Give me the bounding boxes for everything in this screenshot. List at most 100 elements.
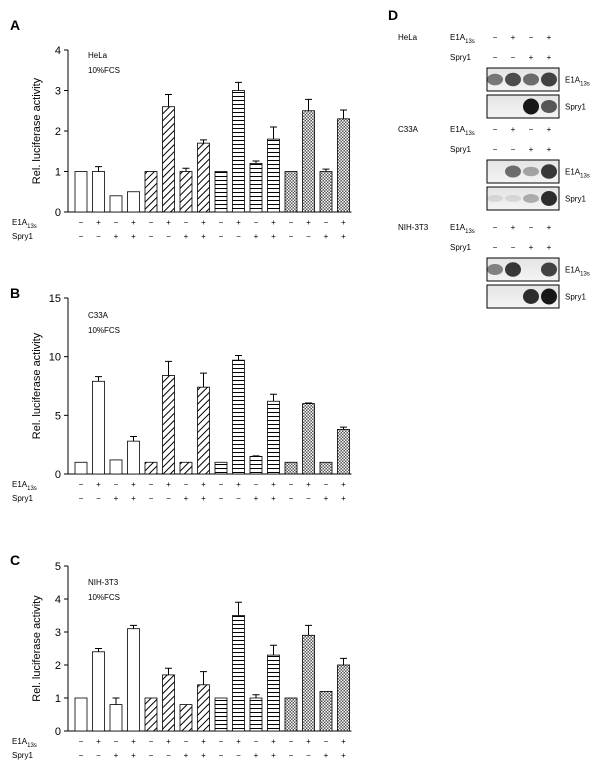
row-label: Spry1 bbox=[565, 103, 586, 112]
sign: + bbox=[306, 737, 311, 746]
bar bbox=[179, 704, 193, 732]
sign: − bbox=[493, 243, 498, 252]
sign: + bbox=[511, 33, 516, 42]
error-bar bbox=[270, 393, 277, 402]
row-label: E1A13s bbox=[12, 218, 37, 230]
sign: − bbox=[149, 218, 154, 227]
sign: + bbox=[547, 125, 552, 134]
error-bar bbox=[270, 126, 277, 140]
sign: − bbox=[289, 737, 294, 746]
row-label: Spry1 bbox=[565, 293, 586, 302]
row-label: Spry1 bbox=[450, 145, 471, 154]
annotation: 10%FCS bbox=[88, 593, 120, 602]
sign: − bbox=[149, 751, 154, 760]
sign: + bbox=[341, 480, 346, 489]
bar bbox=[179, 461, 193, 475]
bar bbox=[197, 386, 210, 475]
error-bar bbox=[200, 139, 207, 144]
sign: + bbox=[236, 218, 241, 227]
label-text: E1A bbox=[565, 76, 581, 85]
y-tick-label: 5 bbox=[55, 410, 61, 422]
error-bar bbox=[130, 624, 137, 629]
y-tick-label: 2 bbox=[55, 660, 61, 672]
sign: + bbox=[96, 737, 101, 746]
bar bbox=[92, 651, 105, 732]
error-bar bbox=[340, 426, 347, 430]
blot-band bbox=[505, 262, 521, 277]
annotation: NIH-3T3 bbox=[88, 578, 119, 587]
row-label: E1A13s bbox=[565, 76, 590, 88]
label-subscript: 13s bbox=[27, 743, 37, 749]
sign: + bbox=[271, 218, 276, 227]
bar bbox=[74, 461, 88, 475]
error-bar bbox=[305, 98, 312, 111]
row-label: Spry1 bbox=[565, 195, 586, 204]
panel-label: D bbox=[388, 7, 398, 23]
blot-strip bbox=[486, 159, 560, 184]
sign: + bbox=[511, 223, 516, 232]
label-text: E1A bbox=[12, 737, 28, 746]
sign: − bbox=[254, 480, 259, 489]
bar bbox=[232, 615, 245, 732]
bar bbox=[284, 171, 298, 213]
error-bar bbox=[340, 109, 347, 119]
sign: + bbox=[547, 145, 552, 154]
blot-band bbox=[505, 72, 521, 87]
sign: − bbox=[529, 223, 534, 232]
row-label: Spry1 bbox=[12, 232, 33, 241]
label-text: E1A bbox=[565, 168, 581, 177]
y-tick-label: 10 bbox=[49, 352, 61, 364]
sign: − bbox=[166, 232, 171, 241]
sign: + bbox=[201, 494, 206, 503]
bar bbox=[74, 697, 88, 732]
row-label: Spry1 bbox=[12, 751, 33, 760]
sign: + bbox=[341, 232, 346, 241]
sign: − bbox=[114, 218, 119, 227]
bar bbox=[144, 697, 158, 732]
sign: − bbox=[219, 480, 224, 489]
row-label: E1A13s bbox=[12, 737, 37, 749]
sign: + bbox=[131, 737, 136, 746]
sign: − bbox=[96, 494, 101, 503]
sign: − bbox=[79, 737, 84, 746]
error-bar bbox=[182, 167, 190, 172]
sign: − bbox=[289, 494, 294, 503]
bar bbox=[162, 674, 175, 732]
sign: + bbox=[166, 218, 171, 227]
error-bar bbox=[252, 160, 260, 164]
y-tick-label: 4 bbox=[55, 45, 61, 57]
label-text: Spry1 bbox=[12, 232, 33, 241]
sign: − bbox=[184, 480, 189, 489]
error-bar bbox=[95, 376, 102, 382]
sign: − bbox=[236, 232, 241, 241]
error-bar bbox=[252, 455, 260, 457]
sign: + bbox=[236, 480, 241, 489]
bar bbox=[179, 171, 193, 213]
y-tick-label: 0 bbox=[55, 207, 61, 219]
y-tick-label: 3 bbox=[55, 627, 61, 639]
error-bar bbox=[130, 435, 137, 442]
blot-band bbox=[523, 73, 539, 86]
bar bbox=[214, 171, 228, 213]
y-tick-label: 4 bbox=[55, 594, 61, 606]
blot-band bbox=[505, 195, 521, 202]
blot-band bbox=[523, 166, 539, 177]
sign: − bbox=[289, 232, 294, 241]
sign: − bbox=[219, 494, 224, 503]
sign: + bbox=[324, 751, 329, 760]
bar bbox=[302, 403, 315, 475]
y-tick-label: 2 bbox=[55, 126, 61, 138]
sign: + bbox=[201, 480, 206, 489]
label-subscript: 13s bbox=[27, 224, 37, 230]
sign: − bbox=[149, 232, 154, 241]
sign: − bbox=[114, 480, 119, 489]
sign: + bbox=[271, 737, 276, 746]
label-subscript: 13s bbox=[465, 39, 475, 45]
sign: − bbox=[166, 751, 171, 760]
y-tick-label: 3 bbox=[55, 86, 61, 98]
sign: − bbox=[289, 751, 294, 760]
sign: + bbox=[131, 751, 136, 760]
label-text: E1A bbox=[450, 125, 466, 134]
sign: + bbox=[114, 751, 119, 760]
sign: − bbox=[79, 232, 84, 241]
